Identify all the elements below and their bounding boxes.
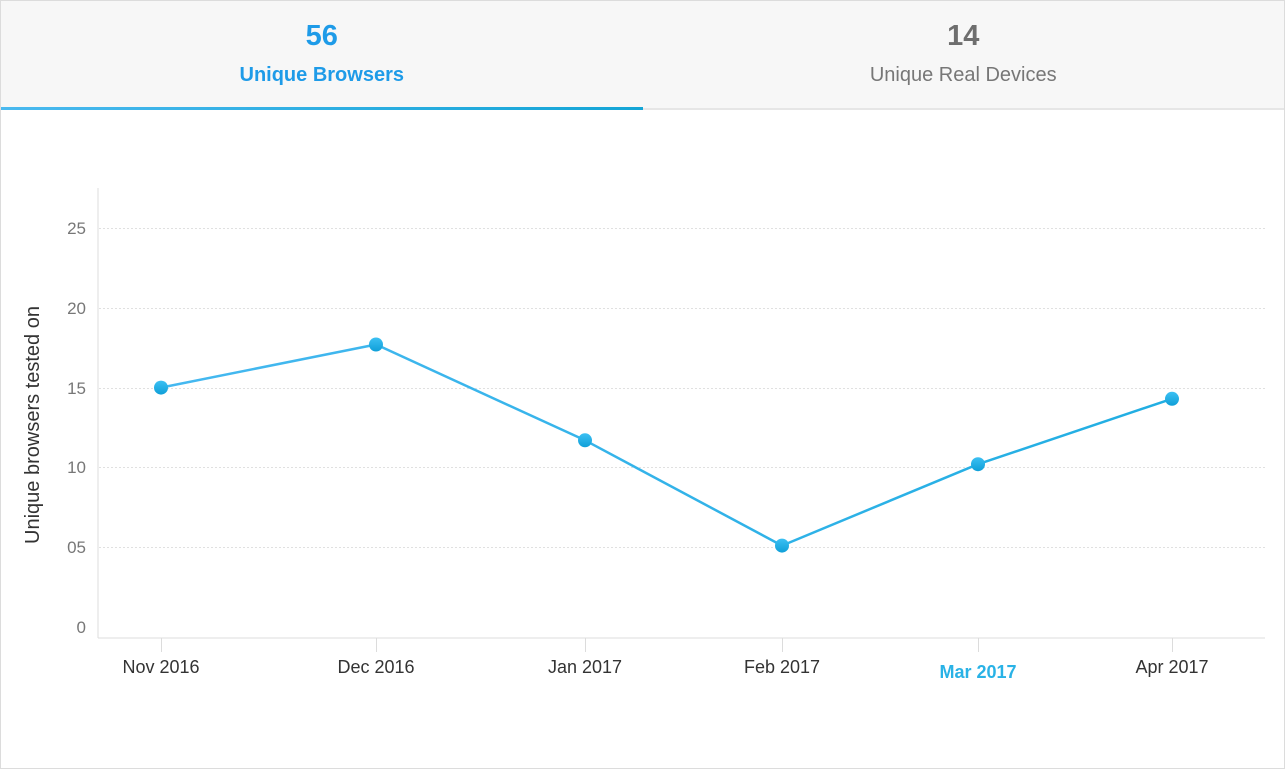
x-tick-label[interactable]: Feb 2017 (744, 657, 820, 677)
x-tick-label[interactable]: Jan 2017 (548, 657, 622, 677)
y-tick-labels: 0 05 10 15 20 25 (67, 219, 86, 637)
series-line (160, 343, 1173, 547)
data-point[interactable] (578, 433, 592, 448)
data-point[interactable] (775, 538, 789, 553)
x-tick-label[interactable]: Dec 2016 (337, 657, 414, 677)
x-tick-label[interactable]: Apr 2017 (1135, 657, 1208, 677)
metric-tabs: 56 Unique Browsers 14 Unique Real Device… (1, 1, 1284, 110)
y-tick-label: 0 (77, 618, 86, 637)
tab-unique-browsers[interactable]: 56 Unique Browsers (1, 1, 643, 110)
data-point[interactable] (154, 380, 168, 395)
unique-real-devices-count: 14 (947, 20, 980, 52)
y-tick-label: 25 (67, 219, 86, 238)
x-tick-labels: Nov 2016 Dec 2016 Jan 2017 Feb 2017 Mar 2017… (122, 638, 1209, 682)
y-tick-label: 20 (67, 299, 86, 318)
y-tick-label: 10 (67, 458, 86, 477)
y-tick-label: 05 (67, 538, 86, 557)
x-tick-label-highlighted[interactable]: Mar 2017 (939, 662, 1016, 682)
y-gridlines (99, 228, 1265, 548)
unique-browsers-label: Unique Browsers (239, 64, 404, 86)
data-point[interactable] (971, 457, 985, 472)
unique-real-devices-label: Unique Real Devices (869, 64, 1057, 86)
y-tick-label: 15 (67, 379, 86, 398)
unique-browsers-count: 56 (305, 20, 338, 52)
y-axis-title: Unique browsers tested on (22, 306, 44, 544)
data-points (154, 337, 1179, 553)
x-tick-label[interactable]: Nov 2016 (122, 657, 199, 677)
tab-unique-real-devices[interactable]: 14 Unique Real Devices (643, 1, 1285, 108)
active-tab-indicator (1, 107, 643, 110)
data-point[interactable] (369, 337, 383, 352)
data-point[interactable] (1165, 391, 1179, 406)
